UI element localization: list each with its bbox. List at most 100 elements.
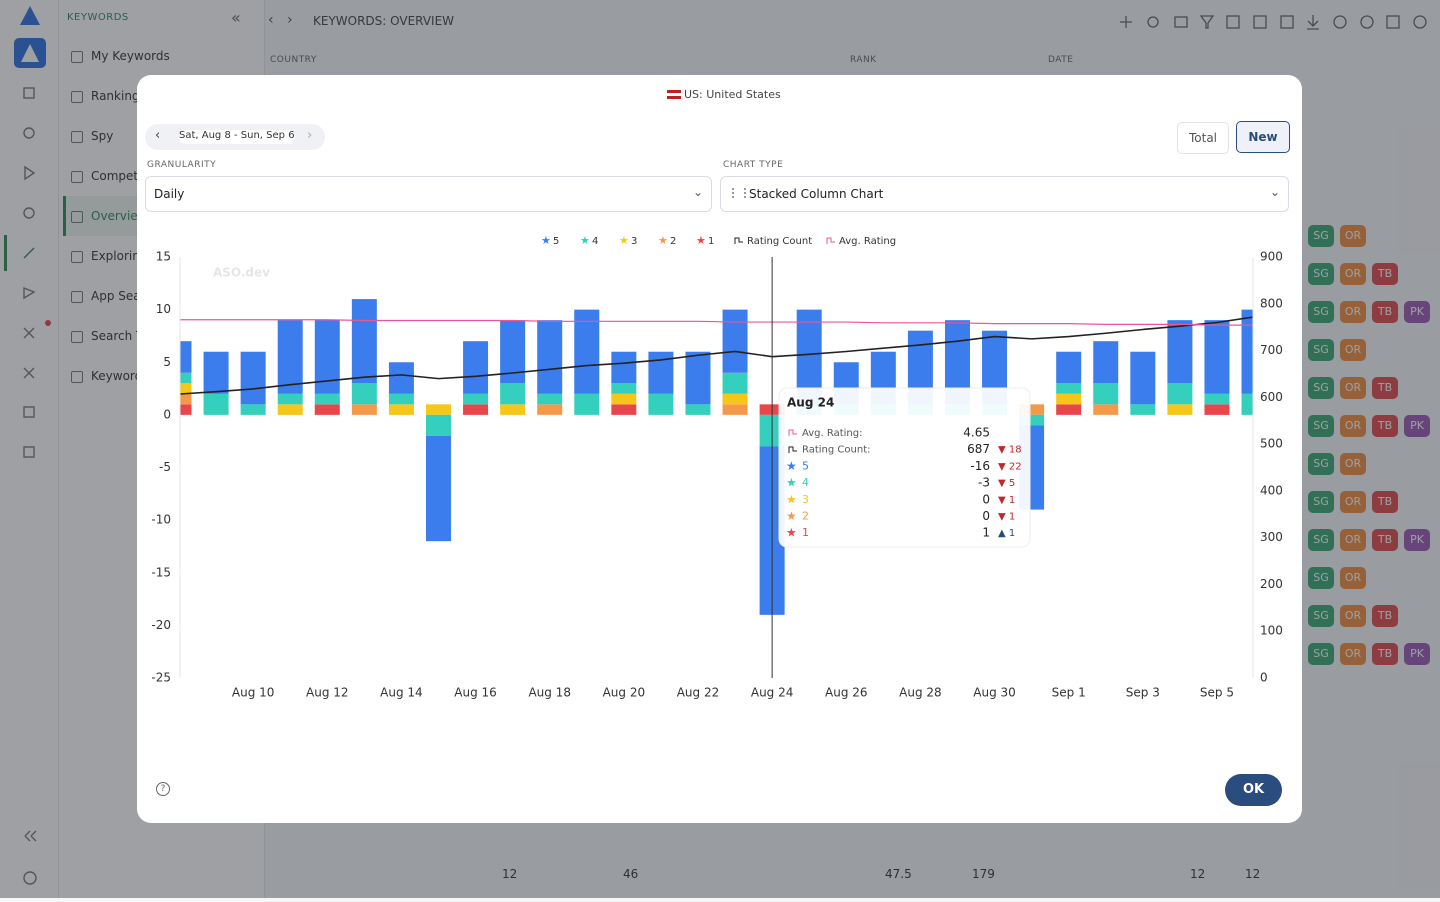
collapse-icon[interactable] — [24, 830, 37, 842]
y2-tick-label: 200 — [1260, 577, 1283, 591]
tag[interactable]: TB — [1372, 491, 1398, 513]
back-forward[interactable]: ‹ › — [268, 12, 293, 28]
prev[interactable]: ‹ — [155, 128, 161, 143]
tag[interactable]: TB — [1372, 263, 1398, 285]
chart-type-select[interactable]: Stacked Column Chart ⌄ — [720, 176, 1289, 212]
tag[interactable]: PK — [1404, 643, 1430, 665]
bar-segment — [685, 351, 711, 405]
tool-icon[interactable] — [1226, 15, 1240, 29]
tag[interactable]: OR — [1340, 567, 1366, 589]
help[interactable]: ? — [156, 782, 170, 796]
panel-icon[interactable] — [1386, 15, 1400, 29]
help-icon[interactable] — [1413, 15, 1427, 29]
modal: US: United States ‹ Sat, Aug 8 - Sun, Se… — [137, 75, 1302, 823]
nav-item[interactable]: Competi — [91, 169, 142, 183]
tag[interactable]: OR — [1340, 529, 1366, 551]
x-tick-label: Aug 12 — [306, 686, 349, 700]
icon[interactable] — [23, 87, 35, 99]
refresh-icon[interactable] — [1333, 15, 1347, 29]
tag[interactable]: SG — [1308, 643, 1334, 665]
tag[interactable]: TB — [1372, 605, 1398, 627]
nav-item[interactable]: Search T — [91, 329, 144, 343]
tool-icon[interactable] — [1280, 15, 1294, 29]
icon[interactable] — [23, 367, 35, 379]
tool-icon[interactable] — [1174, 16, 1188, 28]
toggle-new[interactable]: New — [1236, 121, 1290, 153]
tag[interactable]: SG — [1308, 377, 1334, 399]
footer-number: 12 — [1190, 867, 1206, 881]
tag[interactable]: OR — [1340, 415, 1366, 437]
tag[interactable]: OR — [1340, 643, 1366, 665]
icon[interactable] — [23, 127, 35, 139]
tag[interactable]: OR — [1340, 339, 1366, 361]
tag[interactable]: TB — [1372, 377, 1398, 399]
icon[interactable] — [23, 406, 35, 418]
tag[interactable]: OR — [1340, 605, 1366, 627]
tag[interactable]: SG — [1308, 415, 1334, 437]
nav-item[interactable]: Rankings — [91, 89, 146, 103]
date-picker[interactable]: ‹ Sat, Aug 8 - Sun, Sep 6 › — [145, 124, 325, 150]
bar-segment — [1130, 351, 1156, 405]
icon[interactable] — [23, 247, 35, 259]
nav-item[interactable]: Spy — [91, 129, 114, 143]
ok-button[interactable]: OK — [1225, 774, 1282, 806]
nav-item[interactable]: App Sea — [91, 289, 141, 303]
next[interactable]: › — [307, 128, 313, 143]
tag[interactable]: PK — [1404, 301, 1430, 323]
profile-icon[interactable] — [23, 871, 37, 885]
x-tick-label: Aug 26 — [825, 686, 868, 700]
add-icon[interactable] — [1120, 16, 1132, 28]
tag[interactable]: OR — [1340, 377, 1366, 399]
download-icon[interactable] — [1307, 15, 1319, 30]
tag[interactable]: TB — [1372, 643, 1398, 665]
tag[interactable]: TB — [1372, 529, 1398, 551]
tooltip-title: Aug 24 — [787, 396, 834, 410]
icon[interactable] — [23, 327, 35, 339]
tool-icon[interactable] — [1147, 16, 1159, 28]
nav-item[interactable]: My Keywords — [91, 49, 170, 63]
tag[interactable]: SG — [1308, 453, 1334, 475]
bar-segment — [203, 351, 229, 394]
chart-icon — [732, 188, 746, 198]
tag[interactable]: SG — [1308, 491, 1334, 513]
tag[interactable]: OR — [1340, 225, 1366, 247]
legend-icon — [734, 237, 743, 244]
icon[interactable] — [23, 446, 35, 458]
tag[interactable]: SG — [1308, 301, 1334, 323]
tag[interactable]: TB — [1372, 415, 1398, 437]
icon[interactable] — [23, 207, 35, 219]
icon[interactable] — [24, 165, 36, 181]
tag[interactable]: SG — [1308, 529, 1334, 551]
bar-segment — [463, 404, 489, 415]
settings-icon[interactable] — [1360, 15, 1374, 29]
tag[interactable]: PK — [1404, 529, 1430, 551]
tag[interactable]: OR — [1340, 491, 1366, 513]
tag[interactable]: OR — [1340, 263, 1366, 285]
granularity-select[interactable]: Daily ⌄ — [145, 176, 712, 212]
granularity-value: Daily — [154, 187, 185, 201]
chart-type-label: CHART TYPE — [723, 160, 784, 170]
y-tick-label: 0 — [163, 407, 171, 421]
toggle-total[interactable]: Total — [1177, 122, 1229, 154]
nav-item[interactable]: Keyword — [91, 369, 143, 383]
tag[interactable]: OR — [1340, 301, 1366, 323]
tag[interactable]: SG — [1308, 225, 1334, 247]
nav-item[interactable]: Exploring — [91, 249, 148, 263]
tag[interactable]: PK — [1404, 415, 1430, 437]
tag[interactable]: SG — [1308, 263, 1334, 285]
nav-item[interactable]: Overvie — [91, 209, 138, 223]
tag[interactable]: SG — [1308, 339, 1334, 361]
bar-segment — [1241, 393, 1253, 415]
tool-icon[interactable] — [1253, 15, 1267, 29]
y-tick-label: -15 — [151, 565, 171, 579]
tag[interactable]: SG — [1308, 567, 1334, 589]
collapse[interactable]: « — [231, 8, 241, 27]
line-series — [180, 316, 1253, 395]
icon[interactable] — [23, 286, 36, 300]
tag[interactable]: SG — [1308, 605, 1334, 627]
filter-icon[interactable] — [1199, 15, 1215, 29]
bar-segment — [500, 383, 526, 405]
bar-segment — [180, 383, 192, 394]
tag[interactable]: OR — [1340, 453, 1366, 475]
tag[interactable]: TB — [1372, 301, 1398, 323]
